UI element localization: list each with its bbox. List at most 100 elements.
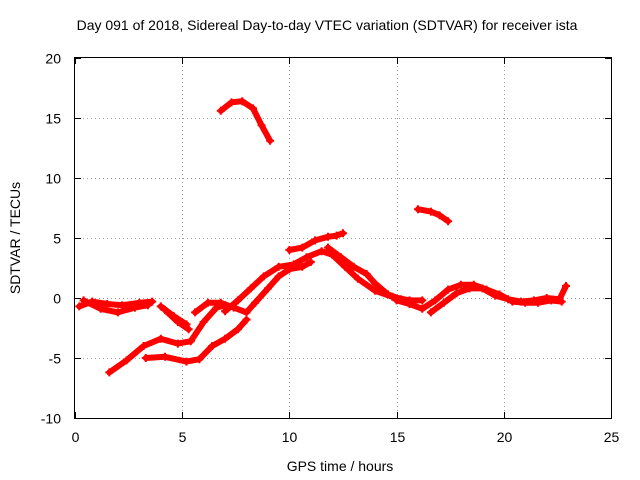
data-point	[105, 368, 114, 377]
data-point	[384, 290, 392, 299]
data-point	[122, 356, 131, 365]
y-tick-label: -10	[41, 411, 61, 427]
data-point	[371, 286, 380, 295]
axis-ticks	[75, 58, 612, 419]
data-point	[444, 285, 453, 294]
data-point	[259, 272, 268, 281]
gridlines	[75, 58, 611, 418]
data-point	[285, 246, 294, 254]
data-point	[191, 308, 200, 317]
data-point	[274, 272, 283, 281]
x-tick-label: 25	[604, 429, 620, 445]
series-line	[415, 206, 452, 225]
data-point	[324, 232, 332, 241]
data-point	[251, 298, 260, 307]
data-point	[156, 302, 165, 311]
data-point	[529, 296, 538, 305]
series-line	[162, 307, 192, 333]
data-point	[478, 284, 487, 293]
y-axis-tick-labels: -10 -5 0 5 10 15 20	[41, 51, 61, 427]
data-point	[542, 294, 551, 302]
data-point	[227, 98, 236, 107]
series-track-n	[426, 282, 570, 317]
data-point	[306, 258, 315, 266]
data-point	[182, 357, 191, 366]
data-point	[465, 284, 474, 293]
data-point	[233, 296, 242, 305]
data-point	[246, 284, 255, 293]
data-point	[264, 284, 272, 293]
data-series-group	[75, 97, 570, 377]
data-point	[302, 253, 311, 262]
y-tick-label: -5	[49, 351, 62, 367]
data-point	[562, 282, 570, 290]
data-point	[392, 296, 401, 305]
data-point	[148, 297, 157, 306]
series-track-k	[216, 97, 275, 145]
data-point	[456, 280, 465, 289]
data-point	[141, 354, 150, 362]
data-point	[199, 318, 208, 326]
data-point	[555, 295, 564, 304]
x-tick-label: 5	[179, 429, 187, 445]
data-point	[216, 298, 225, 307]
data-point	[113, 308, 122, 317]
data-point	[257, 121, 266, 130]
x-tick-label: 10	[282, 429, 298, 445]
data-point	[517, 297, 525, 306]
data-point	[208, 342, 217, 350]
data-point	[362, 270, 371, 278]
data-point	[216, 106, 225, 115]
y-tick-label: 15	[45, 111, 61, 127]
data-point	[221, 307, 230, 316]
data-point	[161, 306, 169, 314]
series-track-j	[324, 243, 405, 304]
data-point	[143, 301, 152, 310]
y-tick-label: 20	[45, 51, 61, 67]
data-point	[317, 247, 326, 256]
data-point	[118, 301, 127, 310]
series-track-d	[161, 306, 193, 334]
data-point	[426, 207, 435, 216]
data-point	[173, 318, 182, 326]
data-point	[439, 298, 448, 307]
data-point	[354, 274, 362, 283]
data-point	[431, 296, 440, 305]
series-track-f	[141, 315, 251, 366]
data-point	[504, 295, 513, 304]
data-point	[336, 253, 345, 262]
data-point	[341, 262, 350, 271]
data-point	[75, 302, 84, 311]
data-point	[131, 303, 139, 312]
data-point	[371, 279, 380, 288]
x-axis-tick-labels: 0 5 10 15 20 25	[72, 429, 620, 445]
y-axis-label: SDTVAR / TECUs	[7, 182, 23, 294]
y-tick-label: 10	[45, 171, 61, 187]
data-point	[184, 325, 193, 334]
data-point	[452, 289, 461, 298]
data-point	[298, 262, 307, 271]
data-point	[233, 325, 242, 334]
series-track-i	[285, 229, 347, 254]
data-point	[242, 308, 251, 317]
data-point	[311, 236, 320, 245]
y-tick-label: 5	[53, 231, 61, 247]
series-track-b	[79, 296, 152, 317]
data-point	[418, 304, 427, 313]
x-tick-label: 0	[72, 429, 80, 445]
data-point	[426, 308, 435, 317]
x-tick-label: 15	[390, 429, 406, 445]
data-point	[435, 211, 444, 220]
data-point	[491, 291, 500, 300]
data-point	[103, 300, 112, 308]
x-axis-label: GPS time / hours	[287, 458, 394, 474]
data-point	[339, 229, 347, 238]
series-track-l	[414, 205, 453, 226]
data-point	[444, 217, 453, 226]
data-point	[332, 231, 341, 240]
plot-frame	[74, 57, 612, 419]
data-point	[203, 298, 212, 307]
data-point	[266, 136, 275, 145]
data-point	[405, 300, 414, 308]
x-tick-label: 20	[497, 429, 513, 445]
